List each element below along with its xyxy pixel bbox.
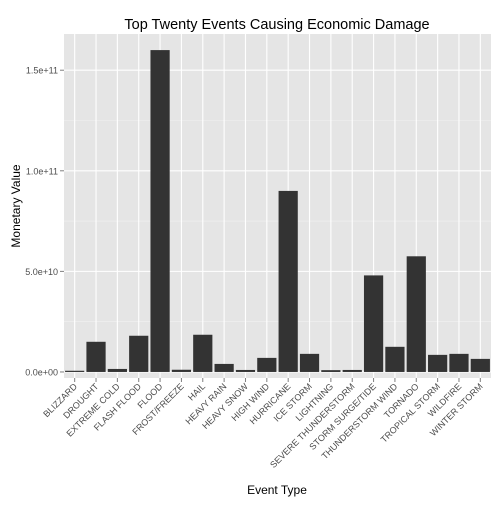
y-tick-label: 1.0e+11 [26,166,58,176]
plot-panel [64,34,491,378]
bar-drought [86,342,105,372]
y-axis-label: Monetary Value [9,164,23,247]
bar-frost-freeze [172,370,191,372]
bar-heavy-snow [236,370,255,372]
bar-tornado [407,256,426,372]
x-axis-label: Event Type [247,483,307,497]
bar-flash-flood [129,336,148,372]
bar-wildfire [449,354,468,372]
bar-ice-storm [300,354,319,372]
bar-flood [150,50,169,372]
bar-severe-thunderstorm [343,370,362,372]
bar-heavy-rain [215,364,234,372]
bar-lightning [321,370,340,372]
chart-title: Top Twenty Events Causing Economic Damag… [124,17,429,33]
bar-storm-surge-tide [364,275,383,372]
bar-thunderstorm-wind [385,347,404,372]
bar-winter-storm [471,359,490,372]
bar-hail [193,335,212,372]
y-axis-ticks: 0.0e+00 5.0e+10 1.0e+11 1.5e+11 [25,66,64,378]
bar-hurricane [279,191,298,372]
bar-high-wind [257,358,276,372]
y-tick-label: 1.5e+11 [26,66,58,76]
bar-tropical-storm [428,355,447,372]
bar-blizzard [65,371,84,372]
y-tick-label: 5.0e+10 [25,267,58,277]
bar-extreme-cold [108,369,127,372]
y-tick-label: 0.0e+00 [25,367,58,377]
